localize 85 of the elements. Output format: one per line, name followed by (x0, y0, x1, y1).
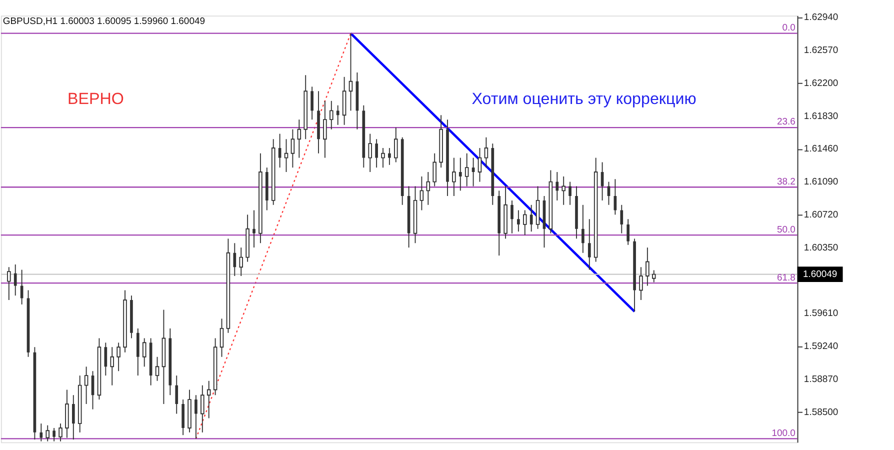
candlestick (484, 136, 488, 168)
candlestick (155, 356, 160, 382)
candlestick (620, 204, 624, 234)
candlestick (452, 157, 456, 196)
candlestick (464, 152, 469, 187)
candlestick (522, 210, 527, 236)
candlestick (182, 399, 184, 436)
annotation: 38.2 (776, 176, 796, 188)
candlestick (556, 172, 559, 201)
candlestick (646, 247, 650, 286)
candlestick (278, 133, 282, 168)
candlestick (206, 380, 211, 419)
y-tick-label: 1.59610 (804, 308, 838, 320)
y-tick-label: 1.61460 (804, 144, 838, 155)
candlestick (588, 218, 591, 270)
annotation: 61.8 (776, 272, 796, 284)
y-tick-label: 1.60720 (804, 210, 838, 221)
candlestick (72, 394, 75, 440)
candlestick (639, 266, 643, 300)
candlestick (7, 266, 11, 300)
candlestick (142, 338, 146, 368)
annotation: ВЕРНО (68, 90, 124, 108)
annotation: 23.6 (776, 116, 796, 128)
candlestick (40, 423, 43, 442)
chart-title: GBPUSD,H1 1.60003 1.60095 1.59960 1.60049 (2, 16, 205, 28)
candlestick (330, 100, 334, 130)
candlestick (426, 172, 430, 206)
candlestick (568, 181, 572, 206)
candlestick (381, 148, 385, 168)
candlestick (607, 181, 610, 206)
candlestick (284, 138, 288, 172)
candlestick (348, 32, 353, 112)
candlestick (110, 346, 114, 386)
candlestick (510, 200, 514, 234)
candlestick (368, 133, 372, 172)
candlestick (200, 384, 204, 433)
candlestick (136, 328, 140, 376)
candlestick (536, 186, 540, 230)
candlestick (336, 104, 340, 126)
candlestick (175, 375, 178, 414)
candlestick (310, 86, 314, 120)
candlestick (394, 127, 398, 163)
annotation: Хотим оценить эту коррекцию (472, 90, 696, 108)
y-tick-label: 1.61090 (804, 176, 838, 188)
candlestick (478, 148, 482, 182)
y-tick-label: 1.59240 (804, 341, 838, 352)
candlestick (58, 423, 62, 442)
y-tick-label: 1.61830 (804, 110, 838, 122)
candlestick (517, 210, 520, 232)
candlestick (104, 342, 108, 376)
candlestick (420, 176, 424, 211)
y-tick-label: 1.58870 (804, 374, 838, 385)
annotation: 50.0 (776, 224, 796, 236)
candlestick (432, 152, 436, 187)
y-tick-label: 1.58500 (804, 406, 838, 418)
y-tick-label: 1.62940 (804, 12, 838, 24)
annotation: 0.0 (782, 22, 796, 34)
candlestick (323, 100, 327, 158)
candlestick (220, 318, 224, 358)
candlestick (233, 242, 236, 276)
candlestick (562, 176, 566, 206)
candlestick (194, 394, 198, 440)
candlestick (52, 428, 56, 442)
candlestick (46, 424, 50, 442)
candlestick (626, 218, 630, 246)
candlestick (116, 342, 120, 372)
y-tick-label: 1.62200 (804, 78, 838, 89)
candlestick (458, 157, 462, 192)
candlestick (239, 247, 243, 276)
candlestick (297, 119, 302, 158)
candlestick (290, 128, 295, 168)
candlestick (530, 204, 533, 232)
candlestick (582, 204, 584, 254)
ref-line-label: 1.60049 (802, 269, 838, 280)
candlestick (252, 210, 256, 248)
y-tick-label: 1.62570 (804, 45, 838, 56)
candlestick (65, 389, 69, 438)
candlestick (375, 138, 378, 168)
candlestick (14, 264, 17, 296)
candlestick (342, 76, 346, 126)
candlestick (388, 148, 391, 166)
annotation: 100.0 (772, 428, 796, 439)
y-tick-label: 1.60350 (804, 242, 838, 254)
candlestick (84, 366, 88, 404)
candlestick (652, 270, 656, 283)
